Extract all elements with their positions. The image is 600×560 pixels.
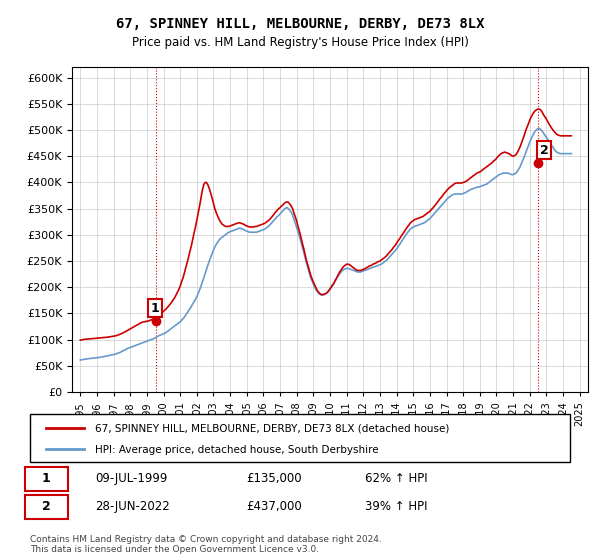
FancyBboxPatch shape	[25, 467, 68, 491]
Text: £437,000: £437,000	[246, 500, 302, 514]
FancyBboxPatch shape	[25, 495, 68, 519]
Text: 2: 2	[42, 500, 50, 514]
Text: 67, SPINNEY HILL, MELBOURNE, DERBY, DE73 8LX: 67, SPINNEY HILL, MELBOURNE, DERBY, DE73…	[116, 17, 484, 31]
Text: 62% ↑ HPI: 62% ↑ HPI	[365, 472, 427, 486]
Text: £135,000: £135,000	[246, 472, 302, 486]
Text: Price paid vs. HM Land Registry's House Price Index (HPI): Price paid vs. HM Land Registry's House …	[131, 36, 469, 49]
Text: 1: 1	[151, 302, 160, 315]
FancyBboxPatch shape	[30, 414, 570, 462]
Text: HPI: Average price, detached house, South Derbyshire: HPI: Average price, detached house, Sout…	[95, 445, 379, 455]
Text: 2: 2	[539, 143, 548, 157]
Text: 67, SPINNEY HILL, MELBOURNE, DERBY, DE73 8LX (detached house): 67, SPINNEY HILL, MELBOURNE, DERBY, DE73…	[95, 424, 449, 433]
Text: 09-JUL-1999: 09-JUL-1999	[95, 472, 167, 486]
Text: 39% ↑ HPI: 39% ↑ HPI	[365, 500, 427, 514]
Text: Contains HM Land Registry data © Crown copyright and database right 2024.
This d: Contains HM Land Registry data © Crown c…	[30, 535, 382, 554]
Text: 28-JUN-2022: 28-JUN-2022	[95, 500, 170, 514]
Text: 1: 1	[42, 472, 50, 486]
